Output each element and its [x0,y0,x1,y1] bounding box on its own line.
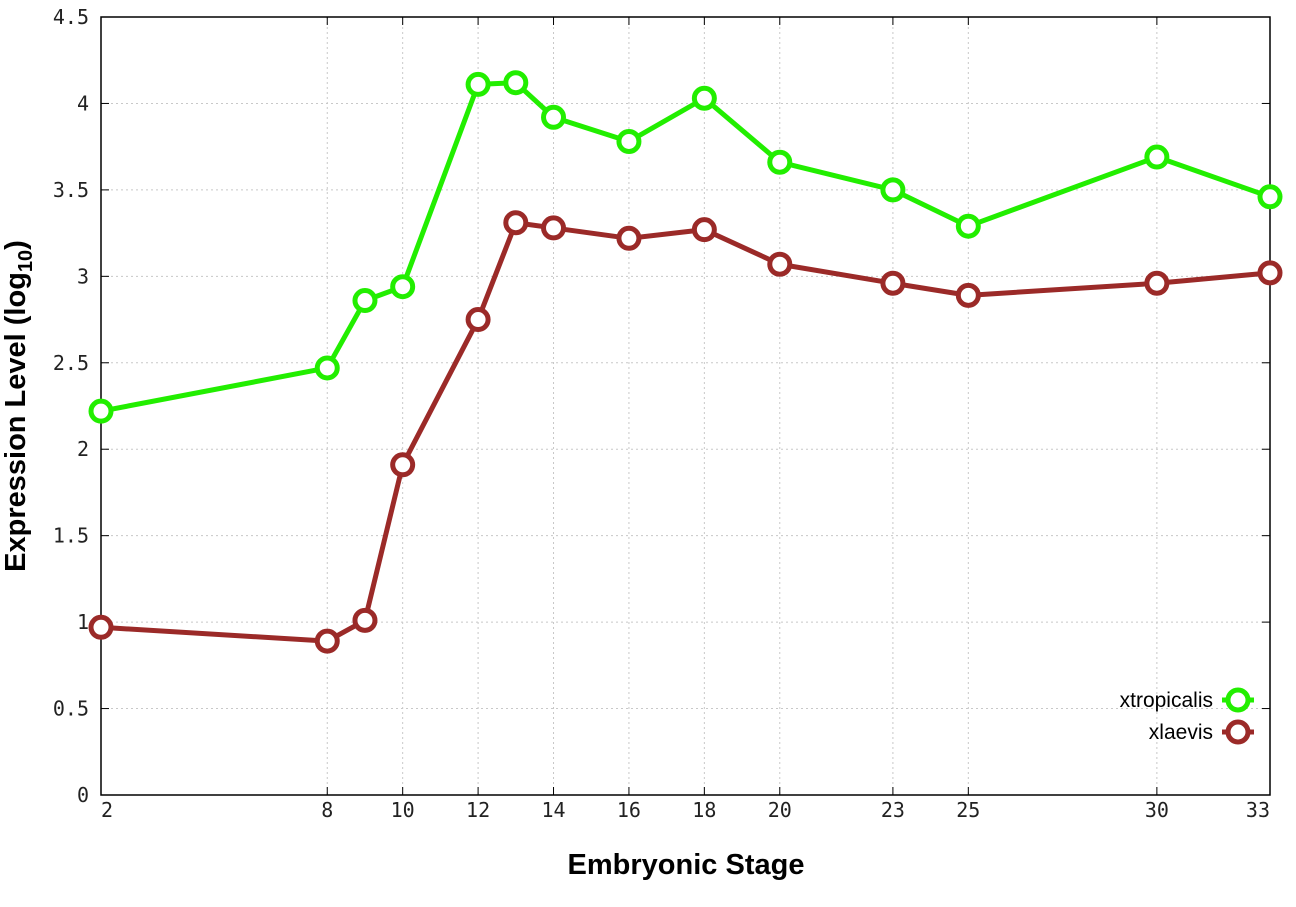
legend-label: xlaevis [1149,721,1213,744]
series-line [100,220,1271,644]
y-tick-label: 2.5 [53,351,89,375]
data-point [541,215,567,241]
data-point [955,213,981,239]
x-tick-label: 10 [391,798,415,822]
data-point [352,288,378,314]
x-tick-label: 20 [768,798,792,822]
data-point [503,70,529,96]
data-point [1257,260,1283,286]
data-point [1144,270,1170,296]
data-point [767,251,793,277]
data-point [390,452,416,478]
axis-ticks: 0 0.5 1 1.5 2 2.5 3 3.5 4 4.5 2 8 10 12 14 16 18 20 23 25 30… [53,5,1271,822]
legend-marker [1225,719,1251,745]
x-tick-label: 16 [617,798,641,822]
data-point [1144,144,1170,170]
y-tick-label: 3.5 [53,178,89,202]
y-axis-title-subscript: 10 [15,250,37,272]
data-point [88,398,114,424]
y-tick-label: 4 [77,91,89,115]
data-point [691,85,717,111]
data-point [616,225,642,251]
data-point [616,128,642,154]
data-point [465,71,491,97]
x-tick-label: 8 [321,798,333,822]
y-tick-label: 4.5 [53,5,89,29]
legend-label: xtropicalis [1120,689,1213,712]
data-point [541,104,567,130]
y-axis-title: Expression Level (log10) [0,240,37,572]
data-point [314,628,340,654]
x-tick-label: 18 [692,798,716,822]
data-point [314,355,340,381]
x-tick-label: 25 [956,798,980,822]
x-tick-label: 2 [101,798,113,822]
legend: xtropicalis xlaevis [1120,687,1254,745]
data-point [955,282,981,308]
x-tick-label: 33 [1246,798,1270,822]
x-axis-title: Embryonic Stage [568,849,805,881]
data-point [390,274,416,300]
series-xtropicalis [88,70,1283,424]
data-point [880,177,906,203]
plot-frame [100,16,1271,796]
y-tick-label: 2 [77,437,89,461]
series-xlaevis [88,210,1283,654]
data-point [503,210,529,236]
x-tick-label: 30 [1145,798,1169,822]
x-tick-label: 14 [541,798,565,822]
data-point [88,614,114,640]
x-tick-label: 23 [881,798,905,822]
data-point [1257,184,1283,210]
y-tick-label: 0.5 [53,697,89,721]
data-point [767,149,793,175]
y-tick-label: 1.5 [53,524,89,548]
series-layer [88,70,1283,654]
y-axis-title-main: Expression Level (log [0,272,32,572]
series-line [100,80,1271,414]
data-point [691,217,717,243]
data-point [465,307,491,333]
data-point [352,607,378,633]
y-tick-label: 0 [77,783,89,807]
x-tick-label: 12 [466,798,490,822]
grid-lines [101,17,1270,795]
y-tick-label: 3 [77,264,89,288]
data-point [880,270,906,296]
legend-marker [1225,687,1251,713]
y-tick-label: 1 [77,610,89,634]
y-axis-title-close: ) [0,240,32,250]
